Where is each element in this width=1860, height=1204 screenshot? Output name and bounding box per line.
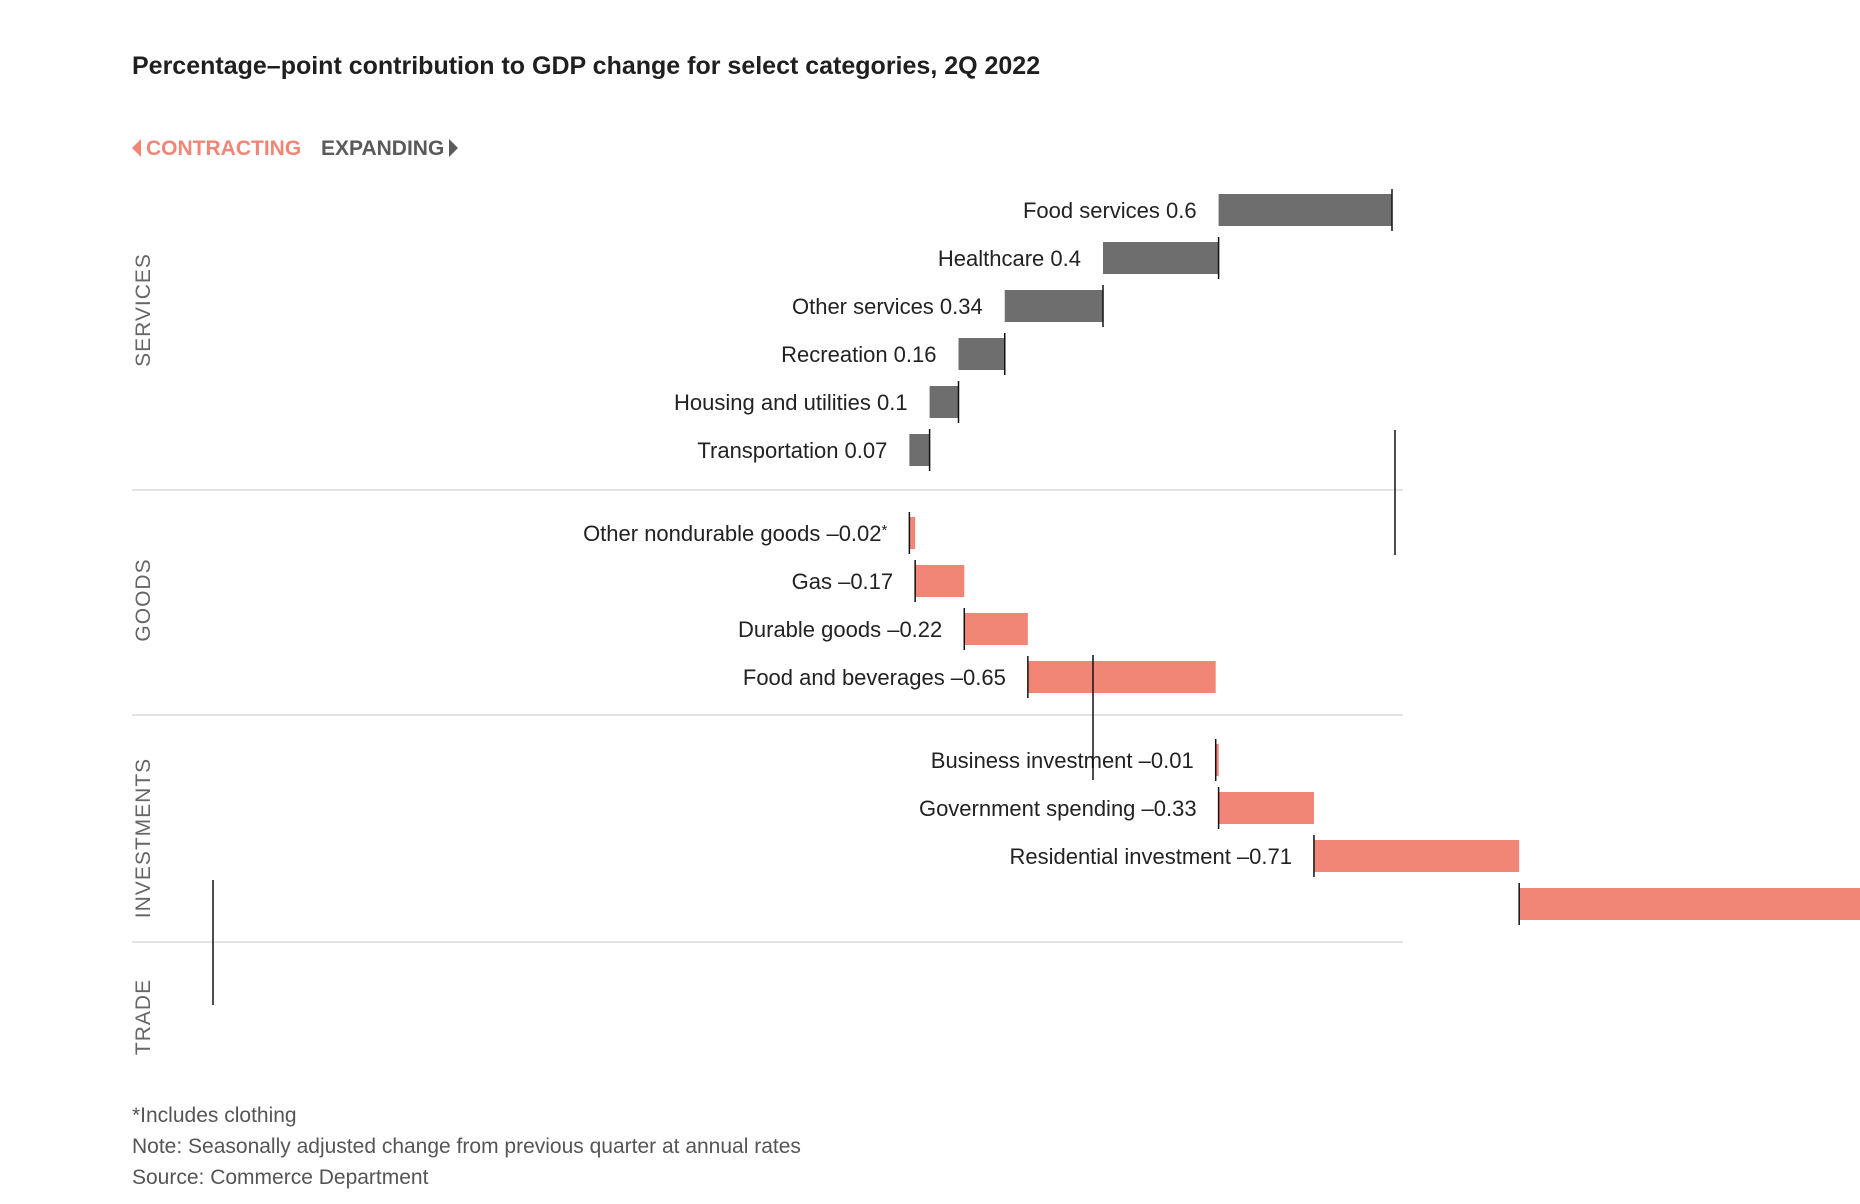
bar-label-durable-goods: Durable goods –0.22 (738, 617, 942, 642)
bar-label-other-services: Other services 0.34 (792, 294, 983, 319)
bar-label-housing-and-utilities: Housing and utilities 0.1 (674, 390, 908, 415)
footnote-marker: * (882, 522, 888, 539)
bar-healthcare (1103, 242, 1219, 274)
note: Note: Seasonally adjusted change from pr… (132, 1135, 801, 1158)
legend-contracting-label: CONTRACTING (146, 137, 302, 160)
bar-label-other-nondurable-goods: Other nondurable goods –0.02* (583, 521, 887, 546)
bar-food-and-beverages (1027, 661, 1216, 693)
bar-label-food-services: Food services 0.6 (1023, 198, 1197, 223)
bar-transportation (909, 434, 930, 466)
bar-food-services (1218, 194, 1392, 226)
right-arrow-icon (449, 139, 459, 157)
bar-durable-goods (964, 613, 1028, 645)
bar-label-government-spending: Government spending –0.33 (919, 796, 1197, 821)
bar-gas (915, 565, 965, 597)
legend: CONTRACTING EXPANDING (132, 137, 459, 161)
bar-label-recreation: Recreation 0.16 (781, 342, 936, 367)
bar-label-business-investment: Business investment –0.01 (931, 748, 1194, 773)
section-label-services: SERVICES (132, 253, 155, 367)
bar-label-residential-investment: Residential investment –0.71 (1009, 844, 1292, 869)
chart-notes: *Includes clothing Note: Seasonally adju… (132, 1100, 801, 1193)
bar-recreation (958, 338, 1005, 370)
bar-change-in-private-inventories (1519, 888, 1860, 920)
bar-business-investment (1215, 744, 1219, 776)
section-label-goods: GOODS (132, 558, 155, 641)
bar-residential-investment (1313, 840, 1520, 872)
bar-label-gas: Gas –0.17 (792, 569, 894, 594)
bar-label-food-and-beverages: Food and beverages –0.65 (743, 665, 1006, 690)
bar-other-nondurable-goods (909, 517, 916, 549)
chart-title: Percentage–point contribution to GDP cha… (132, 52, 1041, 80)
legend-expanding: EXPANDING (321, 137, 459, 160)
section-label-trade: TRADE (132, 979, 155, 1055)
legend-expanding-label: EXPANDING (321, 137, 445, 160)
footnote: *Includes clothing (132, 1104, 297, 1127)
bar-other-services (1004, 290, 1103, 322)
left-arrow-icon (132, 139, 141, 157)
section-label-investments: INVESTMENTS (132, 758, 155, 918)
bar-label-transportation: Transportation 0.07 (697, 438, 887, 463)
bar-label-healthcare: Healthcare 0.4 (938, 246, 1081, 271)
source: Source: Commerce Department (132, 1166, 429, 1189)
bar-government-spending (1218, 792, 1314, 824)
bar-housing-and-utilities (929, 386, 959, 418)
legend-contracting: CONTRACTING (132, 137, 301, 160)
